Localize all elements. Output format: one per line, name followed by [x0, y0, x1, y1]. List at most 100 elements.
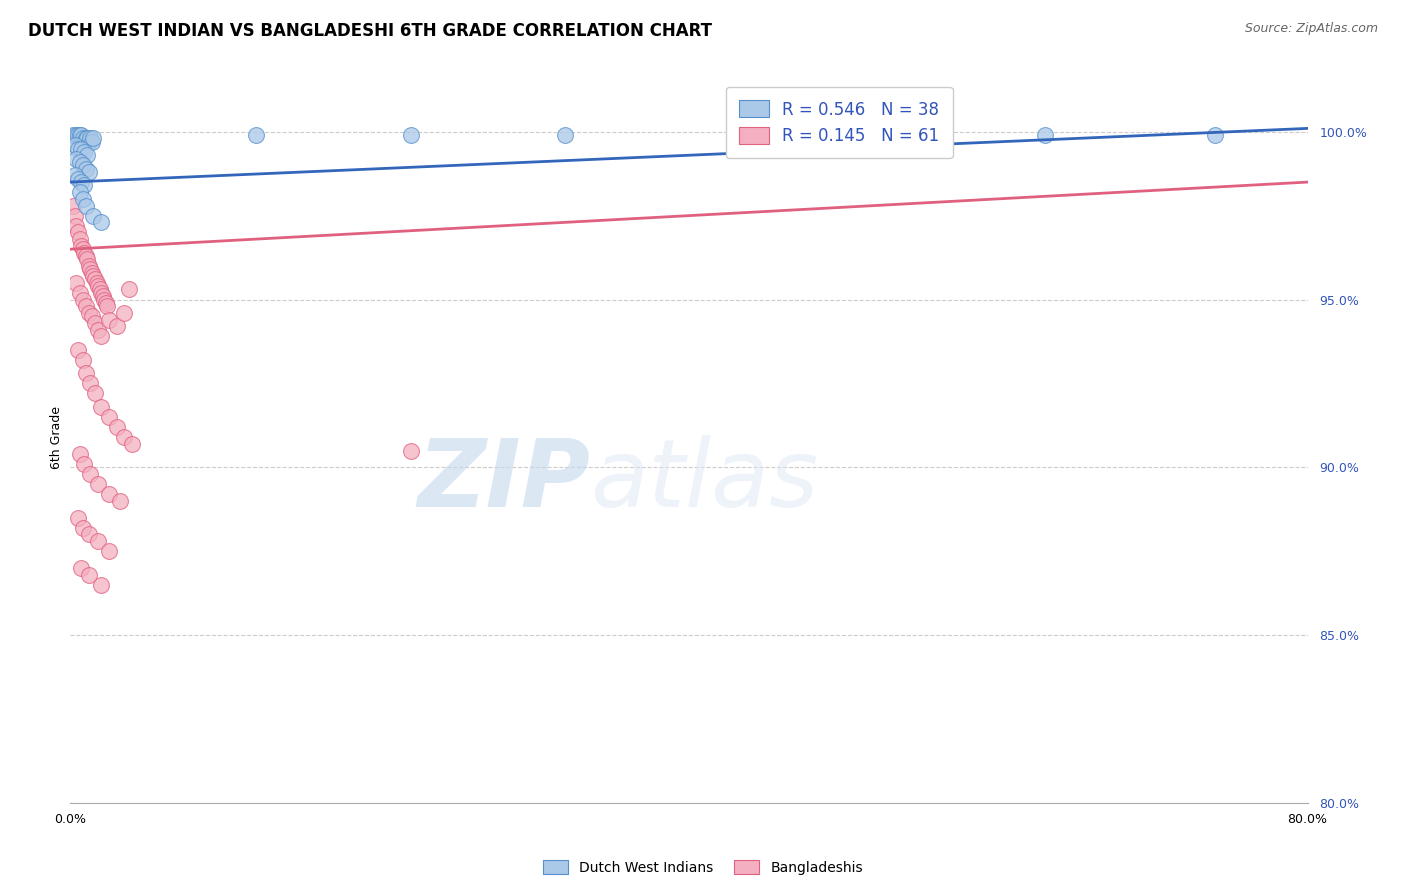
Point	[76, 131, 98, 145]
Point	[108, 493, 131, 508]
Point	[98, 544, 120, 558]
Point	[75, 249, 97, 263]
Point	[94, 296, 117, 310]
Point	[77, 527, 100, 541]
Point	[67, 510, 90, 524]
Point	[73, 178, 96, 193]
Point	[67, 226, 90, 240]
Point	[1033, 128, 1056, 142]
Point	[84, 386, 107, 401]
Point	[801, 128, 824, 142]
Point	[69, 155, 91, 169]
Point	[72, 352, 94, 367]
Point	[90, 215, 112, 229]
Point	[73, 145, 96, 159]
Point	[72, 192, 94, 206]
Point	[82, 268, 105, 283]
Point	[105, 420, 128, 434]
Point	[1204, 128, 1226, 142]
Point	[72, 131, 94, 145]
Point	[91, 289, 114, 303]
Point	[70, 142, 93, 156]
Point	[79, 467, 101, 481]
Point	[63, 138, 86, 153]
Point	[69, 185, 91, 199]
Point	[70, 175, 93, 189]
Point	[96, 299, 118, 313]
Text: atlas: atlas	[591, 435, 818, 526]
Point	[63, 209, 86, 223]
Point	[84, 316, 107, 330]
Text: Source: ZipAtlas.com: Source: ZipAtlas.com	[1244, 22, 1378, 36]
Point	[399, 443, 422, 458]
Point	[90, 400, 112, 414]
Point	[87, 323, 110, 337]
Point	[73, 135, 96, 149]
Point	[82, 131, 105, 145]
Point	[114, 430, 135, 444]
Point	[399, 128, 422, 142]
Point	[75, 299, 97, 313]
Point	[72, 293, 94, 307]
Point	[121, 437, 143, 451]
Text: DUTCH WEST INDIAN VS BANGLADESHI 6TH GRADE CORRELATION CHART: DUTCH WEST INDIAN VS BANGLADESHI 6TH GRA…	[28, 22, 711, 40]
Point	[79, 131, 101, 145]
Point	[62, 198, 84, 212]
Point	[87, 477, 110, 491]
Point	[77, 165, 100, 179]
Text: ZIP: ZIP	[418, 435, 591, 527]
Point	[75, 367, 97, 381]
Point	[554, 128, 576, 142]
Point	[73, 245, 96, 260]
Point	[70, 561, 93, 575]
Point	[72, 242, 94, 256]
Point	[72, 158, 94, 172]
Point	[76, 148, 98, 162]
Point	[69, 285, 91, 300]
Point	[82, 209, 105, 223]
Point	[75, 198, 97, 212]
Point	[87, 534, 110, 549]
Point	[73, 457, 96, 471]
Point	[93, 293, 115, 307]
Point	[72, 521, 94, 535]
Point	[77, 135, 100, 149]
Point	[90, 329, 112, 343]
Point	[69, 128, 91, 142]
Point	[67, 142, 90, 156]
Point	[69, 447, 91, 461]
Point	[105, 319, 128, 334]
Point	[65, 152, 87, 166]
Point	[87, 279, 110, 293]
Point	[75, 131, 97, 145]
Point	[77, 567, 100, 582]
Point	[80, 310, 103, 324]
Point	[114, 306, 135, 320]
Point	[90, 578, 112, 592]
Point	[70, 239, 93, 253]
Point	[80, 266, 103, 280]
Point	[245, 128, 267, 142]
Point	[67, 171, 90, 186]
Point	[65, 276, 87, 290]
Point	[98, 409, 120, 424]
Point	[63, 169, 86, 183]
Point	[118, 282, 141, 296]
Point	[98, 312, 120, 326]
Point	[67, 128, 90, 142]
Point	[62, 128, 84, 142]
Point	[69, 232, 91, 246]
Point	[70, 128, 93, 142]
Point	[65, 219, 87, 233]
Point	[79, 262, 101, 277]
Y-axis label: 6th Grade: 6th Grade	[51, 406, 63, 468]
Point	[80, 135, 103, 149]
Point	[90, 285, 112, 300]
Point	[77, 306, 100, 320]
Point	[98, 487, 120, 501]
Point	[77, 259, 100, 273]
Point	[76, 252, 98, 267]
Point	[79, 376, 101, 391]
Point	[75, 161, 97, 176]
Point	[86, 276, 108, 290]
